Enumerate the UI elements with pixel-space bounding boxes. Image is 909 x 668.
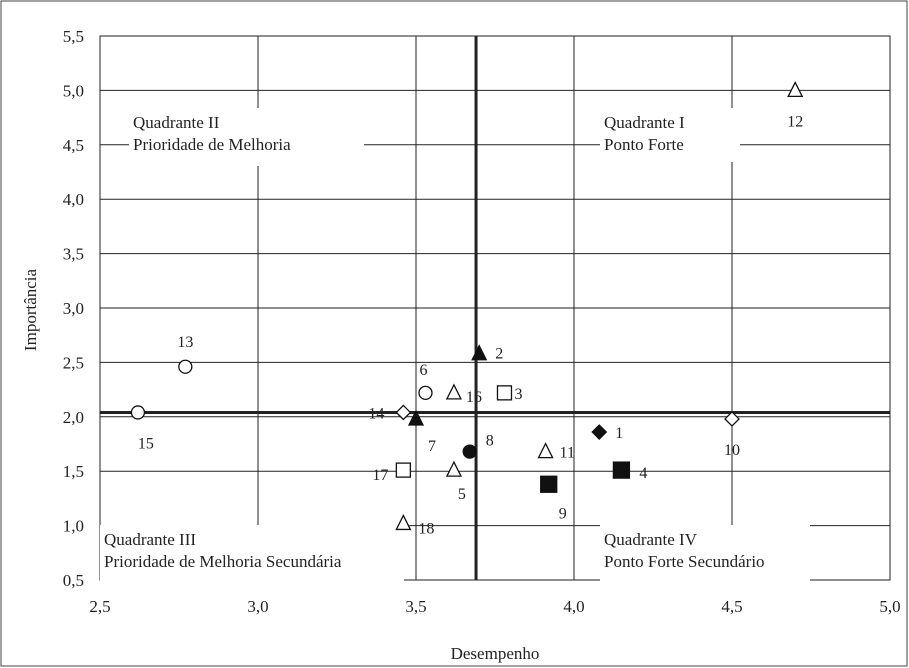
quadrant-label-background xyxy=(129,108,364,166)
x-axis-title: Desempenho xyxy=(451,644,540,663)
point-marker xyxy=(395,404,412,421)
y-axis-title: Importância xyxy=(21,268,40,351)
x-tick-label: 3,5 xyxy=(405,597,426,616)
x-tick-label: 2,5 xyxy=(89,597,110,616)
point-marker xyxy=(540,475,558,493)
quadrant-4-title: Quadrante IV xyxy=(604,530,698,549)
y-tick-label: 5,0 xyxy=(63,81,84,100)
y-tick-label: 0,5 xyxy=(63,571,84,590)
point-marker xyxy=(418,385,433,401)
quadrant-label-background xyxy=(600,108,740,162)
y-tick-label: 2,5 xyxy=(63,353,84,372)
x-tick-label: 4,5 xyxy=(721,597,742,616)
y-tick-label: 2,0 xyxy=(63,408,84,427)
x-tick-label: 3,0 xyxy=(247,597,268,616)
y-tick-label: 4,0 xyxy=(63,190,84,209)
plot-area-frame xyxy=(99,35,891,581)
quadrant-label-background xyxy=(100,525,404,581)
quadrant-labels: Quadrante I Ponto Forte Quadrante II Priori… xyxy=(100,108,810,581)
point-label: 8 xyxy=(486,433,494,450)
point-label: 16 xyxy=(466,389,482,406)
point-label: 17 xyxy=(372,467,388,484)
point-label: 13 xyxy=(177,334,193,351)
quadrant-1-title: Quadrante I xyxy=(604,113,685,132)
quadrant-1-subtitle: Ponto Forte xyxy=(604,135,684,154)
point-marker xyxy=(445,460,462,477)
point-label: 7 xyxy=(428,438,436,455)
point-label: 12 xyxy=(787,113,803,130)
point-marker xyxy=(462,444,477,459)
x-tick-label: 4,0 xyxy=(563,597,584,616)
point-label: 15 xyxy=(138,435,154,452)
quadrant-2-title: Quadrante II xyxy=(133,113,220,132)
reference-lines xyxy=(100,36,890,580)
point-marker xyxy=(395,513,412,531)
point-label: 3 xyxy=(514,386,522,403)
axis-ticks: 2,5 3,0 3,5 4,0 4,5 5,0 0,5 1,0 1,5 2,0 2,5 3,0 3,5 4… xyxy=(63,27,901,616)
point-label: 1 xyxy=(615,425,623,442)
y-tick-label: 1,0 xyxy=(63,517,84,536)
y-tick-label: 3,5 xyxy=(63,245,84,264)
point-marker xyxy=(130,405,146,420)
point-label: 4 xyxy=(639,465,647,482)
point-label: 2 xyxy=(495,346,503,363)
point-label: 18 xyxy=(418,520,434,537)
point-marker xyxy=(537,442,554,459)
quadrant-4-subtitle: Ponto Forte Secundário xyxy=(604,552,765,571)
data-points xyxy=(130,80,804,531)
point-marker xyxy=(724,411,740,427)
point-marker xyxy=(471,344,488,361)
point-marker xyxy=(787,80,804,98)
point-label: 11 xyxy=(560,445,575,462)
y-tick-label: 3,0 xyxy=(63,299,84,318)
y-tick-label: 5,5 xyxy=(63,27,84,46)
point-marker xyxy=(395,462,412,478)
quadrant-3-title: Quadrante III xyxy=(104,530,196,549)
point-label: 10 xyxy=(724,442,740,459)
point-marker xyxy=(178,359,193,374)
point-marker xyxy=(445,383,462,400)
quadrant-2-subtitle: Prioridade de Melhoria xyxy=(133,135,291,154)
point-marker xyxy=(407,409,425,426)
point-marker xyxy=(496,385,513,401)
point-label: 14 xyxy=(368,405,384,422)
y-tick-label: 4,5 xyxy=(63,136,84,155)
y-tick-label: 1,5 xyxy=(63,462,84,481)
point-label: 6 xyxy=(419,362,427,379)
point-label: 9 xyxy=(559,505,567,522)
point-marker xyxy=(612,461,631,479)
point-label: 5 xyxy=(458,486,466,503)
point-marker xyxy=(591,424,608,440)
x-tick-label: 5,0 xyxy=(879,597,900,616)
quadrant-3-subtitle: Prioridade de Melhoria Secundária xyxy=(104,552,342,571)
quadrant-label-background xyxy=(600,525,810,581)
